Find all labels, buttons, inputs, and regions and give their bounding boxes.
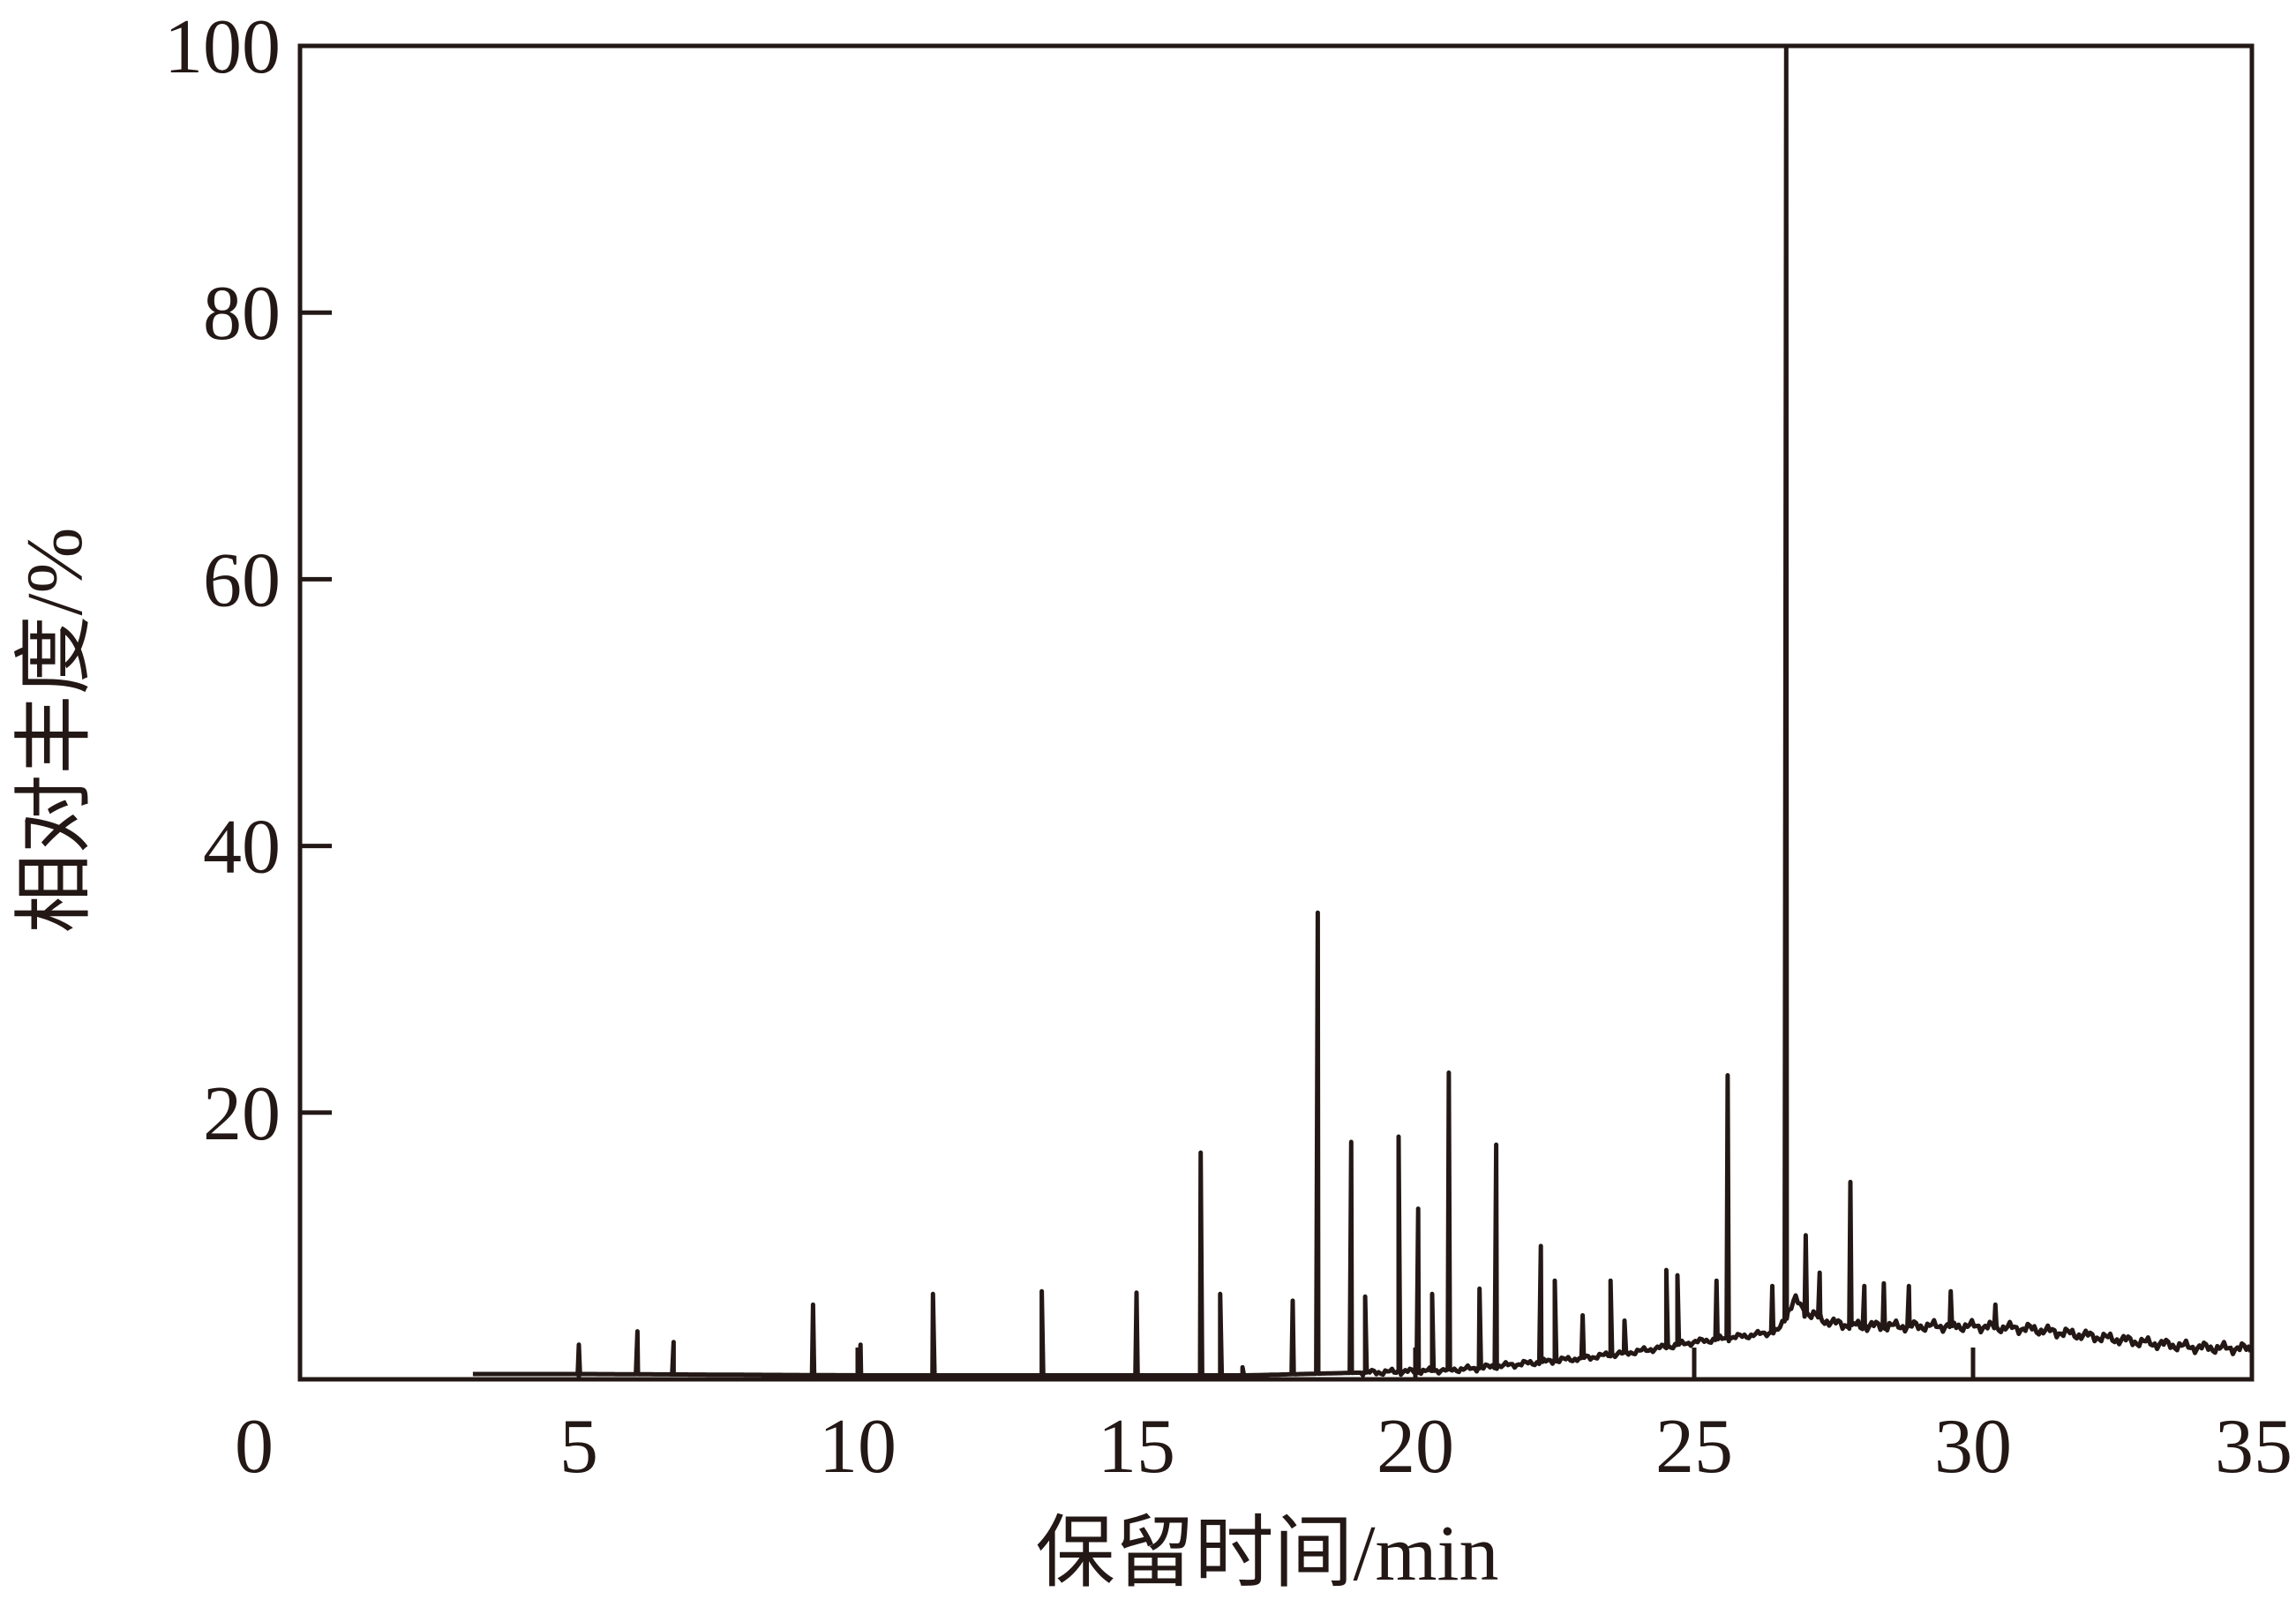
x-tick-label-5: 5 [559,1404,598,1490]
x-tick-label-15: 15 [1098,1404,1175,1490]
y-tick-label-80: 80 [203,271,281,357]
chromatogram-trace [472,43,2254,1378]
x-tick-label-25: 25 [1655,1404,1733,1490]
y-tick-label-60: 60 [203,537,281,623]
ticks-layer [300,43,1976,1379]
x-tick-label-10: 10 [819,1404,897,1490]
x-tick-label-30: 30 [1934,1404,2012,1490]
y-tick-label-40: 40 [203,805,281,890]
x-axis-title: 保留时间/min [1035,1510,1498,1597]
x-tick-label-35: 35 [2215,1404,2292,1490]
plot-frame [297,43,2255,1382]
y-axis-title: 相对丰度/% [11,528,99,934]
y-tick-label-20: 20 [203,1071,281,1157]
x-tick-label-0: 0 [235,1404,274,1490]
labels-layer: 20 40 60 80 100 0 5 10 15 20 25 30 35 [164,4,2292,1490]
x-tick-label-20: 20 [1377,1404,1454,1490]
y-tick-label-100: 100 [164,4,281,90]
